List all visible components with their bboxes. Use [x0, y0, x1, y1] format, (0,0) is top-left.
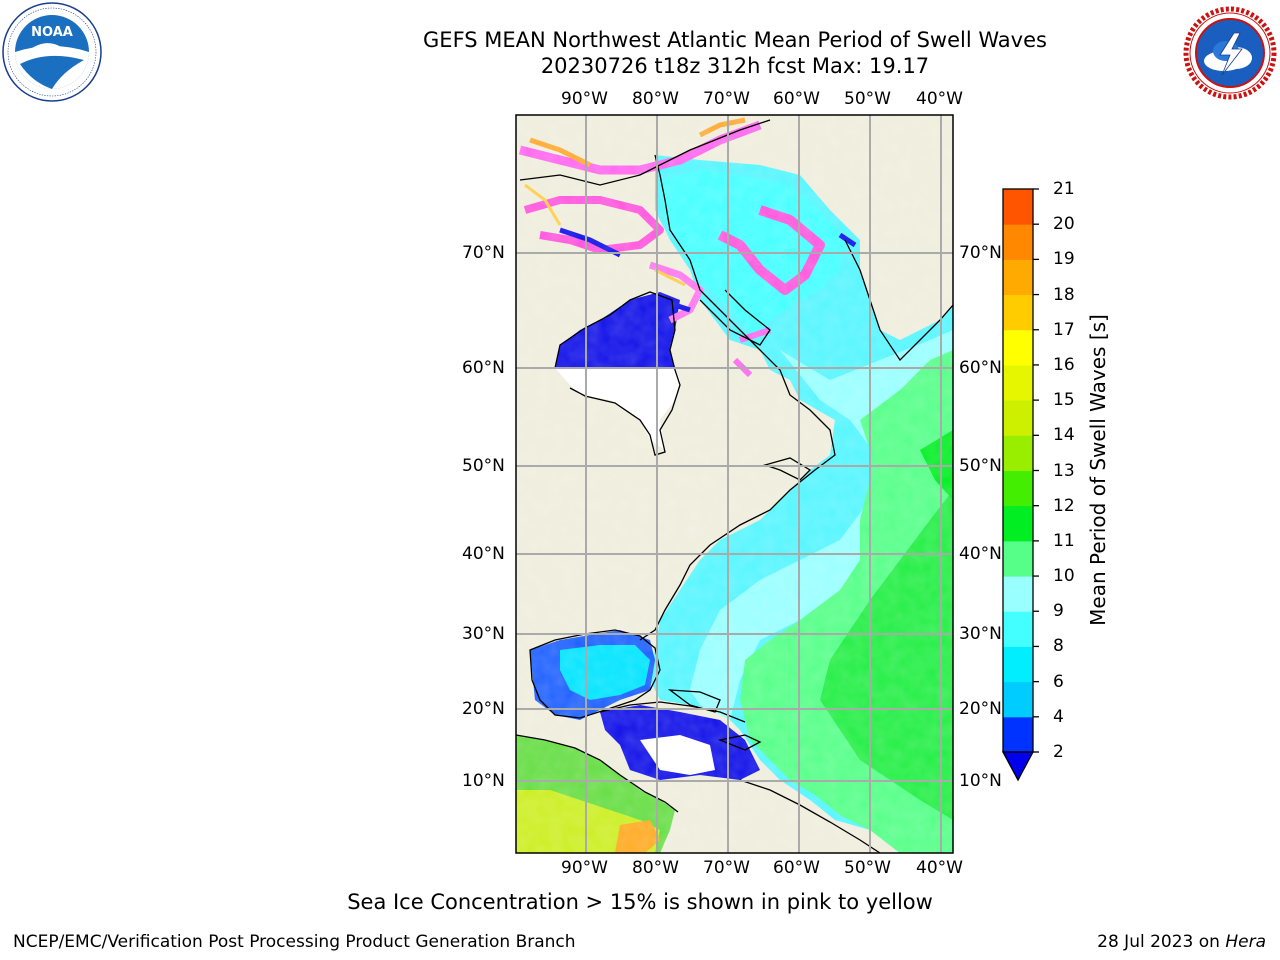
- lon-label-bottom-60w: 60°W: [773, 858, 820, 878]
- footer-date-text: 28 Jul 2023 on: [1097, 932, 1226, 952]
- lat-label-right-60n: 60°N: [959, 358, 1002, 378]
- colorbar-extend-arrow: [1001, 751, 1035, 782]
- colorbar-tick-label: 6: [1053, 671, 1064, 692]
- colorbar-title: Mean Period of Swell Waves [s]: [1086, 314, 1110, 626]
- lon-label-bottom-50w: 50°W: [844, 858, 891, 878]
- colorbar-tick-label: 21: [1053, 179, 1075, 199]
- map-title: GEFS MEAN Northwest Atlantic Mean Period…: [423, 28, 1047, 52]
- footer-host: Hera: [1225, 932, 1266, 952]
- colorbar-tick-label: 10: [1053, 566, 1075, 587]
- colorbar: [1003, 188, 1039, 753]
- lon-label-bottom-80w: 80°W: [632, 858, 679, 878]
- colorbar-segment: [1003, 400, 1033, 436]
- colorbar-tick-label: 4: [1053, 706, 1064, 727]
- lat-label-right-10n: 10°N: [959, 771, 1002, 791]
- lon-label-top-70w: 70°W: [703, 89, 750, 109]
- colorbar-segment: [1003, 576, 1033, 612]
- sea-ice-note: Sea Ice Concentration > 15% is shown in …: [347, 890, 933, 914]
- lon-label-bottom-70w: 70°W: [703, 858, 750, 878]
- lat-label-right-20n: 20°N: [959, 699, 1002, 719]
- lon-label-bottom-90w: 90°W: [561, 858, 608, 878]
- lat-label-left-10n: 10°N: [462, 771, 505, 791]
- colorbar-tick-label: 17: [1053, 319, 1075, 340]
- lat-label-right-40n: 40°N: [959, 544, 1002, 564]
- colorbar-tick-label: 18: [1053, 284, 1075, 305]
- lat-label-left-50n: 50°N: [462, 456, 505, 476]
- colorbar-segment: [1003, 329, 1033, 366]
- colorbar-segment: [1003, 611, 1033, 647]
- footer-date: 28 Jul 2023 on Hera: [1097, 932, 1266, 952]
- coastlines: [516, 119, 953, 853]
- colorbar-tick-label: 13: [1053, 460, 1075, 481]
- colorbar-segment: [1003, 681, 1033, 718]
- lat-label-left-70n: 70°N: [462, 243, 505, 263]
- colorbar-segment: [1003, 646, 1033, 683]
- colorbar-segment: [1003, 540, 1033, 577]
- footer-credit: NCEP/EMC/Verification Post Processing Pr…: [13, 932, 576, 952]
- lon-label-bottom-40w: 40°W: [916, 858, 963, 878]
- noaa-logo: NOAA: [2, 2, 102, 102]
- colorbar-tick-label: 8: [1053, 636, 1064, 657]
- colorbar-tick-label: 20: [1053, 214, 1075, 235]
- colorbar-segment: [1003, 470, 1033, 507]
- colorbar-tick-label: 9: [1053, 601, 1064, 622]
- lat-label-left-40n: 40°N: [462, 544, 505, 564]
- colorbar-segment: [1003, 435, 1033, 471]
- lon-label-top-60w: 60°W: [773, 89, 820, 109]
- map-subtitle: 20230726 t18z 312h fcst Max: 19.17: [540, 54, 930, 78]
- colorbar-tick-label: 2: [1053, 742, 1064, 762]
- colorbar-segment: [1003, 189, 1033, 225]
- colorbar-segment: [1003, 294, 1033, 331]
- colorbar-segment: [1003, 259, 1033, 296]
- lat-label-right-30n: 30°N: [959, 624, 1002, 644]
- colorbar-frame: [1002, 188, 1034, 753]
- colorbar-segment: [1003, 716, 1033, 753]
- colorbar-tick-label: 12: [1053, 495, 1075, 516]
- lat-label-right-70n: 70°N: [959, 243, 1002, 263]
- lon-label-top-90w: 90°W: [561, 89, 608, 109]
- graticule: [516, 115, 953, 853]
- colorbar-segment: [1003, 505, 1033, 542]
- colorbar-tick-label: 19: [1053, 249, 1075, 270]
- colorbar-tick-label: 11: [1053, 530, 1075, 551]
- lon-label-top-80w: 80°W: [632, 89, 679, 109]
- colorbar-tick-label: 14: [1053, 425, 1075, 446]
- national-weather-service-logo: [1182, 5, 1278, 101]
- lat-label-right-50n: 50°N: [959, 456, 1002, 476]
- colorbar-segment: [1003, 224, 1033, 260]
- lon-label-top-40w: 40°W: [916, 89, 963, 109]
- noaa-logo-text: NOAA: [31, 25, 73, 40]
- lat-label-left-60n: 60°N: [462, 358, 505, 378]
- colorbar-tick-label: 15: [1053, 390, 1075, 411]
- lat-label-left-30n: 30°N: [462, 624, 505, 644]
- lon-label-top-50w: 50°W: [844, 89, 891, 109]
- map-frame: [515, 114, 954, 854]
- lat-label-left-20n: 20°N: [462, 699, 505, 719]
- colorbar-segment: [1003, 364, 1033, 401]
- colorbar-tick-label: 16: [1053, 354, 1075, 375]
